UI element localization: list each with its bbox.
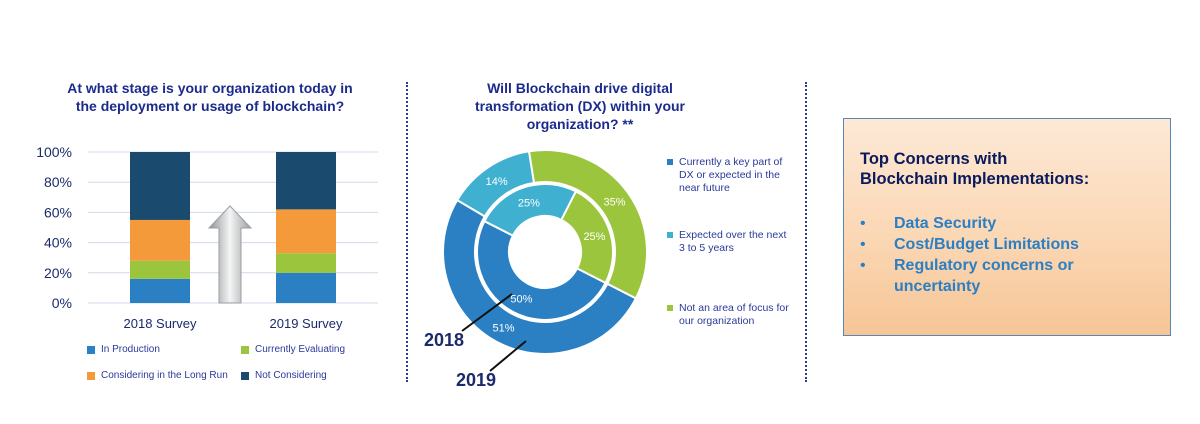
donut-slice-label: 50% xyxy=(510,293,532,305)
divider-right xyxy=(805,82,807,382)
donut-legend-label-key-part: Currently a key part of DX or expected i… xyxy=(679,156,783,194)
donut-legend-label-expected: Expected over the next 3 to 5 years xyxy=(679,229,787,254)
stacked-bar-chart: 0% 20% 40% 60% 80% 100% 2018 Survey 2019 Survey xyxy=(36,144,378,331)
bar-segment-considering-in-the-long-run xyxy=(130,219,190,261)
donut-slice-2019-2 xyxy=(527,149,648,300)
legend-swatch-considering-long-run xyxy=(87,371,95,380)
bar-chart-title: At what stage is your organization today… xyxy=(67,80,353,114)
year-label-2018: 2018 xyxy=(424,330,465,350)
y-tick-label: 40% xyxy=(44,235,72,251)
concern-text: Data Security xyxy=(894,215,997,232)
donut-legend-swatch-not-focus xyxy=(667,305,673,311)
donut-legend-expected: Expected over the next 3 to 5 years xyxy=(667,229,789,255)
y-tick-label: 60% xyxy=(44,204,72,220)
donut-legend-key-part: Currently a key part of DX or expected i… xyxy=(667,156,789,195)
concern-text: Cost/Budget Limitations xyxy=(894,236,1079,253)
bar-segment-currently-evaluating xyxy=(130,260,190,279)
x-category-label: 2019 Survey xyxy=(270,316,343,331)
donut-slice-label: 14% xyxy=(486,176,508,188)
bar-segment-not-considering xyxy=(130,152,190,220)
year-label-2019: 2019 xyxy=(456,370,497,390)
legend-in-production: In Production xyxy=(87,344,160,355)
donut-legend-swatch-key-part xyxy=(667,159,673,165)
concerns-heading-line1: Top Concerns with xyxy=(860,150,1008,168)
donut-slice-2019-0 xyxy=(442,198,638,355)
y-tick-label: 80% xyxy=(44,174,72,190)
concern-item: • Cost/Budget Limitations xyxy=(860,234,1160,255)
donut-chart: 50% 25% 25% 51% 14% 35% xyxy=(442,149,648,372)
concern-item: • Regulatory concerns or uncertainty xyxy=(860,255,1160,297)
donut-slice-label: 25% xyxy=(518,198,540,210)
concern-text: Regulatory concerns or uncertainty xyxy=(894,257,1074,295)
bar-segment-considering-in-the-long-run xyxy=(276,209,336,254)
y-tick-label: 100% xyxy=(36,144,72,160)
donut-legend-swatch-expected xyxy=(667,232,673,238)
bullet: • xyxy=(860,215,866,232)
legend-considering-long-run: Considering in the Long Run xyxy=(87,370,228,381)
legend-label-in-production: In Production xyxy=(101,344,160,355)
donut-slice-label: 25% xyxy=(583,231,605,243)
bar-segment-in-production xyxy=(130,278,190,303)
leader-line-2018 xyxy=(461,293,513,332)
donut-slice-2018-2 xyxy=(559,190,614,285)
legend-label-considering-long-run: Considering in the Long Run xyxy=(101,370,228,381)
concerns-heading: Top Concerns with Blockchain Implementat… xyxy=(860,149,1089,189)
top-concerns-box: Top Concerns with Blockchain Implementat… xyxy=(843,118,1171,336)
x-category-label: 2018 Survey xyxy=(124,316,197,331)
y-tick-label: 0% xyxy=(52,295,72,311)
donut-legend-label-not-focus: Not an area of focus for our organizatio… xyxy=(679,302,789,327)
concern-item: • Data Security xyxy=(860,213,1160,234)
legend-swatch-not-considering xyxy=(241,371,249,380)
bar-segment-in-production xyxy=(276,272,336,303)
legend-swatch-currently-evaluating xyxy=(241,345,249,354)
legend-label-not-considering: Not Considering xyxy=(255,370,327,381)
concerns-list: • Data Security • Cost/Budget Limitations … xyxy=(860,213,1160,297)
donut-chart-title: Will Blockchain drive digital transforma… xyxy=(475,80,685,132)
bullet: • xyxy=(860,236,866,253)
bar-segment-not-considering xyxy=(276,152,336,210)
legend-label-currently-evaluating: Currently Evaluating xyxy=(255,344,346,355)
concerns-heading-line2: Blockchain Implementations: xyxy=(860,170,1090,188)
divider-left xyxy=(406,82,408,382)
bullet: • xyxy=(860,257,866,274)
leader-line-2019 xyxy=(489,340,527,372)
legend-not-considering: Not Considering xyxy=(241,370,327,381)
legend-currently-evaluating: Currently Evaluating xyxy=(241,344,345,355)
up-arrow-icon xyxy=(207,205,253,304)
y-tick-label: 20% xyxy=(44,265,72,281)
donut-legend-not-focus: Not an area of focus for our organizatio… xyxy=(667,302,789,328)
donut-slice-label: 51% xyxy=(493,322,515,334)
bar-segment-currently-evaluating xyxy=(276,253,336,273)
legend-swatch-in-production xyxy=(87,345,95,354)
donut-slice-label: 35% xyxy=(604,196,626,208)
